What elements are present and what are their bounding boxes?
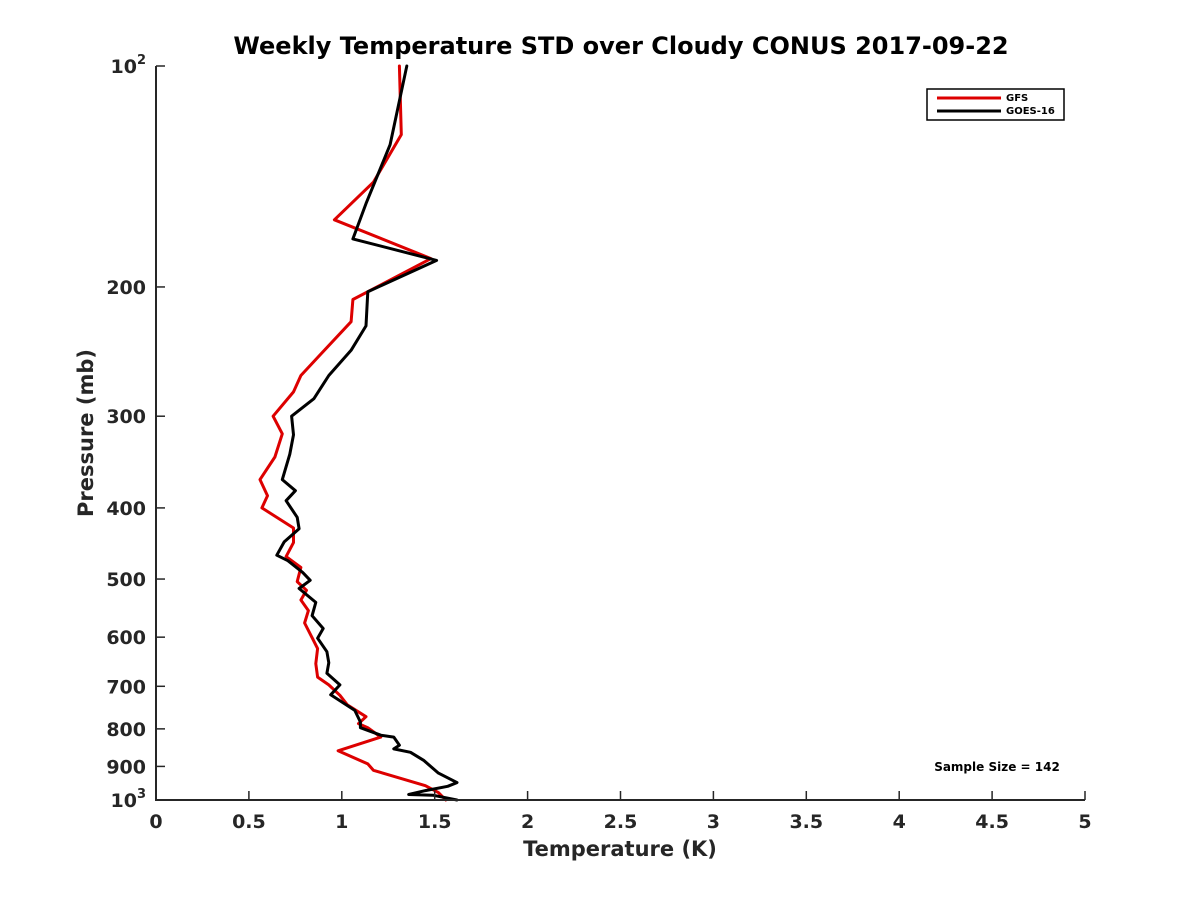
y-tick-label: 700 — [106, 676, 146, 698]
y-tick-label: 103 — [111, 787, 147, 812]
series-line-goes-16 — [275, 64, 459, 802]
y-tick-label: 300 — [106, 406, 146, 428]
series-line-gfs — [258, 64, 448, 802]
y-tick-label: 200 — [106, 277, 146, 299]
y-tick-label: 800 — [106, 719, 146, 741]
y-tick-label: 500 — [106, 569, 146, 591]
x-tick-label: 5 — [1078, 811, 1091, 833]
axes-frame — [155, 66, 1085, 801]
x-tick-label: 4.5 — [975, 811, 1009, 833]
legend-goes16-label: GOES-16 — [1006, 106, 1055, 117]
x-tick-label: 3.5 — [789, 811, 823, 833]
y-tick-label: 900 — [106, 756, 146, 778]
x-tick-label: 1.5 — [418, 811, 452, 833]
x-axis-ticks: 0 0.5 1 1.5 2 2.5 3 3.5 4 4.5 5 — [149, 791, 1092, 833]
x-tick-label: 4 — [893, 811, 906, 833]
y-axis-ticks: 102 200 300 400 500 600 700 800 900 103 — [106, 53, 165, 812]
y-tick-label: 600 — [106, 627, 146, 649]
plot-series — [258, 64, 459, 802]
legend-gfs-label: GFS — [1006, 93, 1028, 104]
x-tick-label: 3 — [707, 811, 720, 833]
sample-size-annotation: Sample Size = 142 — [934, 760, 1060, 774]
x-tick-label: 1 — [335, 811, 348, 833]
x-tick-label: 0.5 — [232, 811, 266, 833]
x-axis-label: Temperature (K) — [523, 837, 717, 861]
chart-title: Weekly Temperature STD over Cloudy CONUS… — [233, 32, 1008, 60]
y-axis-label: Pressure (mb) — [74, 349, 98, 517]
legend-box — [926, 88, 1065, 121]
legend: GFS GOES-16 — [926, 88, 1065, 121]
x-tick-label: 2.5 — [604, 811, 638, 833]
y-tick-label: 400 — [106, 498, 146, 520]
x-tick-label: 0 — [149, 811, 162, 833]
y-tick-label: 102 — [111, 53, 147, 78]
x-tick-label: 2 — [521, 811, 534, 833]
